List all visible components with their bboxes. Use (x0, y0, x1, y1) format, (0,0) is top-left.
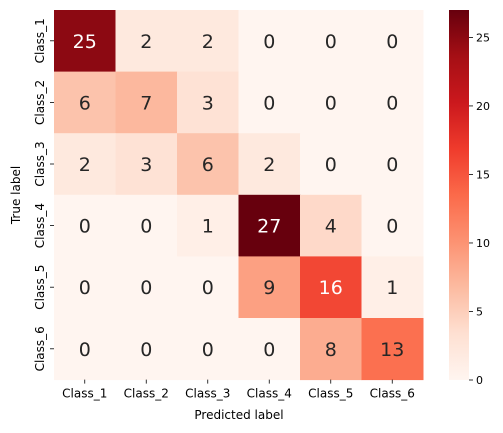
heatmap-cell (300, 194, 362, 257)
cell-value-label: 0 (140, 277, 152, 299)
cell-value-label: 0 (386, 216, 398, 238)
heatmap-cell (300, 10, 362, 73)
cell-value-label: 0 (79, 339, 91, 361)
cell-value-label: 0 (325, 31, 337, 53)
cell-value-label: 0 (386, 92, 398, 114)
cell-value-label: 9 (263, 277, 275, 299)
cell-value-label: 0 (263, 339, 275, 361)
heatmap-cell (115, 10, 178, 73)
cell-value-label: 0 (79, 277, 91, 299)
heatmap-cell (54, 194, 116, 257)
heatmap-cell (238, 318, 301, 381)
cell-value-label: 6 (202, 154, 214, 176)
heatmap-cell (238, 256, 301, 319)
heatmap-cell (361, 133, 424, 196)
x-tick-label: Class_3 (185, 387, 230, 401)
heatmap-cell (54, 256, 116, 319)
cell-value-label: 27 (257, 216, 281, 238)
heatmap-cell (238, 133, 301, 196)
x-tick-label: Class_2 (124, 387, 169, 401)
cell-value-label: 0 (140, 339, 152, 361)
colorbar-tick-label: 20 (476, 100, 490, 113)
cell-value-label: 0 (263, 92, 275, 114)
cell-value-label: 0 (140, 216, 152, 238)
cell-value-label: 2 (79, 154, 91, 176)
heatmap-cell (115, 133, 178, 196)
x-tick-label: Class_6 (370, 387, 415, 401)
heatmap-cell (115, 194, 178, 257)
heatmap-cell (54, 71, 116, 134)
cell-value-label: 3 (202, 92, 214, 114)
heatmap-cell (115, 256, 178, 319)
cell-value-label: 0 (386, 31, 398, 53)
x-axis-label: Predicted label (194, 408, 283, 422)
cell-value-label: 8 (325, 339, 337, 361)
heatmap-cell (54, 10, 116, 73)
colorbar-ticks: 0 5 10 15 20 25 (469, 31, 490, 387)
cell-value-label: 13 (380, 339, 404, 361)
x-tick-label: Class_5 (308, 387, 353, 401)
cell-value-label: 1 (202, 216, 214, 238)
cell-value-label: 0 (386, 154, 398, 176)
cell-value-label: 0 (263, 31, 275, 53)
cell-value-label: 0 (202, 277, 214, 299)
heatmap-cell (361, 256, 424, 319)
cell-value-label: 4 (325, 216, 337, 238)
heatmap-cell (177, 256, 239, 319)
heatmap-cell (238, 71, 301, 134)
y-tick-label: Class_1 (33, 18, 47, 63)
colorbar-tick-label: 15 (476, 168, 490, 181)
heatmap-cell (238, 10, 301, 73)
x-tick-label: Class_1 (62, 387, 107, 401)
y-tick-label: Class_6 (33, 326, 47, 371)
colorbar (449, 10, 469, 380)
heatmap-cell (54, 133, 116, 196)
heatmap-cell (238, 194, 301, 257)
y-tick-label: Class_3 (33, 141, 47, 186)
heatmap-cell (115, 318, 178, 381)
y-tick-label: Class_4 (33, 203, 47, 248)
heatmap-cell (300, 256, 362, 319)
heatmap-cell (300, 318, 362, 381)
y-tick-label: Class_2 (33, 80, 47, 125)
colorbar-tick-label: 25 (476, 31, 490, 44)
heatmap-cell (54, 318, 116, 381)
cell-value-label: 6 (79, 92, 91, 114)
cell-value-label: 0 (325, 92, 337, 114)
cell-value-label: 3 (140, 154, 152, 176)
heatmap-cell (361, 194, 424, 257)
cell-value-label: 2 (263, 154, 275, 176)
x-axis-ticks: Class_1 Class_2 Class_3 Class_4 Class_5 Class… (62, 379, 415, 401)
cell-value-label: 2 (140, 31, 152, 53)
cell-value-label: 25 (73, 31, 97, 53)
heatmap-cells: 25 2 2 0 0 0 6 7 3 0 0 0 2 3 6 2 0 0 0 0 1 27 4 0 0 0 0 9 16 1 0 0 0 0 8 13 (54, 10, 424, 381)
heatmap-cell (361, 318, 424, 381)
colorbar-tick-label: 0 (476, 374, 483, 387)
y-tick-label: Class_5 (33, 265, 47, 310)
heatmap-cell (361, 71, 424, 134)
cell-value-label: 0 (325, 154, 337, 176)
heatmap-cell (177, 318, 239, 381)
heatmap-cell (115, 71, 178, 134)
cell-value-label: 2 (202, 31, 214, 53)
x-tick-label: Class_4 (247, 387, 292, 401)
heatmap-cell (177, 10, 239, 73)
y-axis-label: True label (9, 166, 23, 225)
cell-value-label: 1 (386, 277, 398, 299)
heatmap-cell (300, 71, 362, 134)
heatmap-cell (177, 133, 239, 196)
y-axis-ticks: Class_1 Class_2 Class_3 Class_4 Class_5 Class… (33, 18, 54, 371)
cell-value-label: 7 (140, 92, 152, 114)
cell-value-label: 16 (319, 277, 343, 299)
heatmap-cell (177, 194, 239, 257)
colorbar-tick-label: 10 (476, 237, 490, 250)
heatmap-cell (177, 71, 239, 134)
cell-value-label: 0 (202, 339, 214, 361)
heatmap-cell (361, 10, 424, 73)
cell-value-label: 0 (79, 216, 91, 238)
colorbar-tick-label: 5 (476, 305, 483, 318)
heatmap-cell (300, 133, 362, 196)
